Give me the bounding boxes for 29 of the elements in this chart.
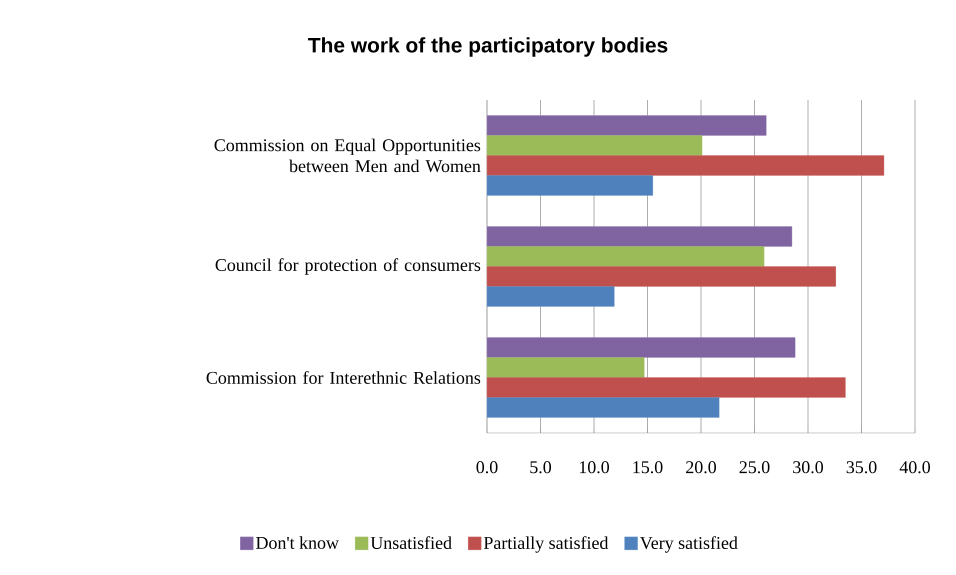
y-tick-label: Council for protection of consumers [216,258,480,275]
bar [486,357,644,378]
x-tick-label: 10.0 [580,461,610,474]
bar [486,266,836,287]
y-tick-label: Commission for Interethnic Relations [206,371,480,384]
bar [486,226,792,247]
bar [486,286,615,307]
bar [486,115,766,136]
bar [486,175,654,196]
x-tick-label: 40.0 [900,461,930,474]
y-tick-label: Commission on Equal Opportunities between Men and Women [214,138,481,172]
legend-label: Very satisfied [640,536,738,553]
bar [486,397,720,418]
x-tick-label: 35.0 [846,461,877,474]
legend-label: Partially satisfied [484,536,608,553]
bar [486,246,764,267]
x-tick-label: 20.0 [686,461,716,474]
x-tick-label: 15.0 [633,461,663,474]
legend-label: Don't know [256,536,339,549]
bar [486,377,846,398]
x-tick-label: 0.0 [476,461,498,474]
bar [486,135,702,156]
x-tick-label: 30.0 [793,461,824,474]
bar [486,155,884,176]
x-tick-label: 5.0 [530,461,552,474]
bar [486,337,796,358]
x-tick-label: 25.0 [740,461,770,474]
legend-label: Unsatisfied [370,536,452,550]
chart-title: The work of the participatory bodies [308,37,668,57]
